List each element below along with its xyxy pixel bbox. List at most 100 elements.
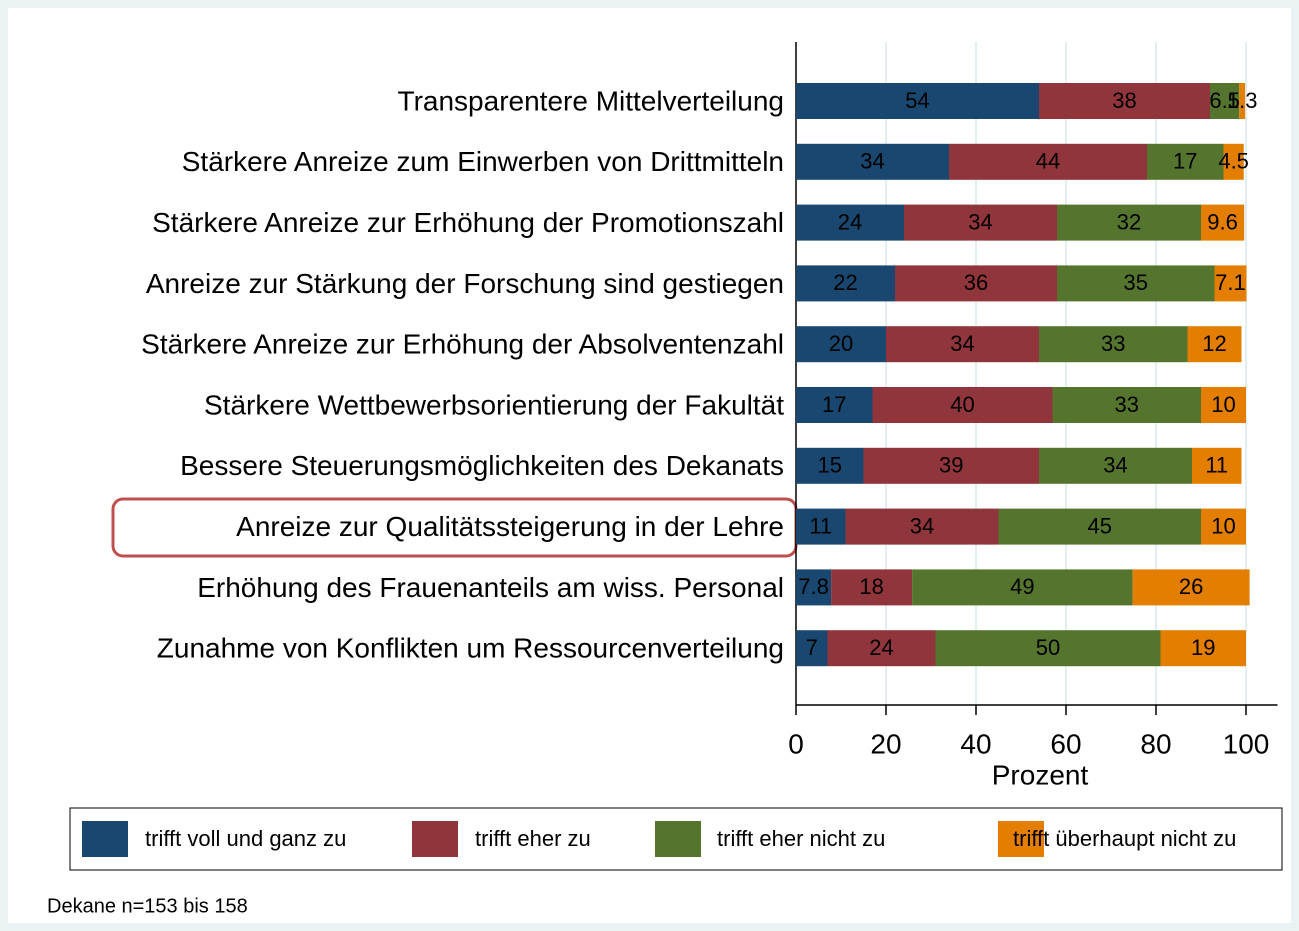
data-label: 50 <box>1036 635 1060 660</box>
bar-segment <box>1201 387 1246 423</box>
bar-segment <box>1147 143 1224 180</box>
bar-segment <box>1187 326 1242 363</box>
data-label: 45 <box>1088 513 1112 538</box>
bar-segment <box>863 447 1039 484</box>
legend-label: trifft voll und ganz zu <box>145 826 346 851</box>
data-label: 40 <box>950 392 974 417</box>
data-label: 39 <box>939 453 963 478</box>
data-label: 32 <box>1117 209 1141 234</box>
data-label: 7 <box>806 635 818 660</box>
bar-segment <box>1160 630 1246 667</box>
bar-segment <box>1239 83 1246 119</box>
data-label: 44 <box>1036 149 1060 174</box>
bar-segment <box>796 569 832 606</box>
x-tick-label: 60 <box>1050 728 1081 759</box>
category-label: Stärkere Anreize zur Erhöhung der Promot… <box>152 207 784 238</box>
category-label: Transparentere Mittelverteilung <box>398 85 784 116</box>
bar-segment <box>895 265 1057 302</box>
data-label: 10 <box>1211 513 1235 538</box>
data-label: 19 <box>1191 635 1215 660</box>
bar-segment <box>796 83 1039 119</box>
data-label: 7.1 <box>1215 270 1246 295</box>
data-label: 34 <box>910 513 934 538</box>
bar-segment <box>1039 83 1210 119</box>
bar-segment <box>949 143 1147 180</box>
bar-segment <box>1201 508 1246 545</box>
data-label: 34 <box>860 149 884 174</box>
data-label: 34 <box>950 331 974 356</box>
data-label: 9.6 <box>1207 209 1238 234</box>
x-tick-label: 0 <box>788 728 804 759</box>
data-label: 38 <box>1112 88 1136 113</box>
bar-segment <box>1201 204 1245 241</box>
bar-segment <box>998 508 1201 545</box>
x-tick-label: 20 <box>870 728 901 759</box>
data-label: 33 <box>1115 392 1139 417</box>
category-label: Stärkere Anreize zum Einwerben von Dritt… <box>182 146 784 177</box>
category-label: Bessere Steuerungsmöglichkeiten des Deka… <box>180 450 784 481</box>
data-label: 7.8 <box>798 574 829 599</box>
bar-segment <box>1039 447 1192 484</box>
bar-segment <box>845 508 999 545</box>
note: Dekane n=153 bis 158 <box>47 895 248 917</box>
data-label: 34 <box>968 209 992 234</box>
x-tick-label: 100 <box>1223 728 1270 759</box>
data-label: 49 <box>1010 574 1034 599</box>
bar-segment <box>1057 204 1201 241</box>
bar-segment <box>1039 326 1188 363</box>
bar-segment <box>1192 447 1242 484</box>
bar-segment <box>912 569 1133 606</box>
x-tick-label: 40 <box>960 728 991 759</box>
data-label: 10 <box>1211 392 1235 417</box>
data-label: 15 <box>818 453 842 478</box>
bar-segment <box>831 569 913 606</box>
data-label: 36 <box>964 270 988 295</box>
x-axis-label: Prozent <box>992 759 1089 790</box>
data-label: 12 <box>1202 331 1226 356</box>
data-label: 11 <box>1205 453 1228 478</box>
bar-segment <box>796 387 873 423</box>
category-label: Anreize zur Qualitätssteigerung in der L… <box>236 511 784 542</box>
bar-segment <box>796 447 864 484</box>
data-label: 17 <box>822 392 846 417</box>
category-label: Stärkere Anreize zur Erhöhung der Absolv… <box>141 329 784 360</box>
data-label: 6.5 <box>1209 88 1240 113</box>
bar-segment <box>796 204 904 241</box>
bar-segment <box>796 265 895 302</box>
bar-segment <box>904 204 1057 241</box>
x-tick-label: 80 <box>1140 728 1171 759</box>
bar-segment <box>1057 265 1215 302</box>
bar-segment <box>872 387 1053 423</box>
data-label: 33 <box>1101 331 1125 356</box>
category-label: Erhöhung des Frauenanteils am wiss. Pers… <box>197 572 784 603</box>
legend-swatch <box>82 821 128 857</box>
legend-label: trifft überhaupt nicht zu <box>1013 826 1236 851</box>
data-label: 17 <box>1173 149 1197 174</box>
data-label: 20 <box>829 331 853 356</box>
legend-swatch <box>655 821 701 857</box>
legend-swatch <box>412 821 458 857</box>
data-label: 1.3 <box>1227 88 1258 113</box>
bar-segment <box>1052 387 1201 423</box>
bar-segment <box>935 630 1161 667</box>
bar-segment <box>796 326 886 363</box>
category-label: Stärkere Wettbewerbsorientierung der Fak… <box>204 389 784 420</box>
bar-segment <box>827 630 936 667</box>
data-label: 4.5 <box>1218 149 1249 174</box>
data-label: 11 <box>809 513 832 538</box>
legend-label: trifft eher zu <box>475 826 591 851</box>
bar-segment <box>796 143 949 180</box>
data-label: 34 <box>1103 453 1127 478</box>
legend-label: trifft eher nicht zu <box>717 826 885 851</box>
data-label: 26 <box>1179 574 1203 599</box>
legend-swatch <box>998 821 1044 857</box>
data-label: 24 <box>869 635 893 660</box>
data-label: 35 <box>1124 270 1148 295</box>
bar-segment <box>1214 265 1247 302</box>
bar-segment <box>1132 569 1250 606</box>
data-label: 18 <box>859 574 883 599</box>
data-label: 22 <box>833 270 857 295</box>
bar-segment <box>1210 83 1240 119</box>
category-label: Zunahme von Konflikten um Ressourcenvert… <box>157 633 784 664</box>
